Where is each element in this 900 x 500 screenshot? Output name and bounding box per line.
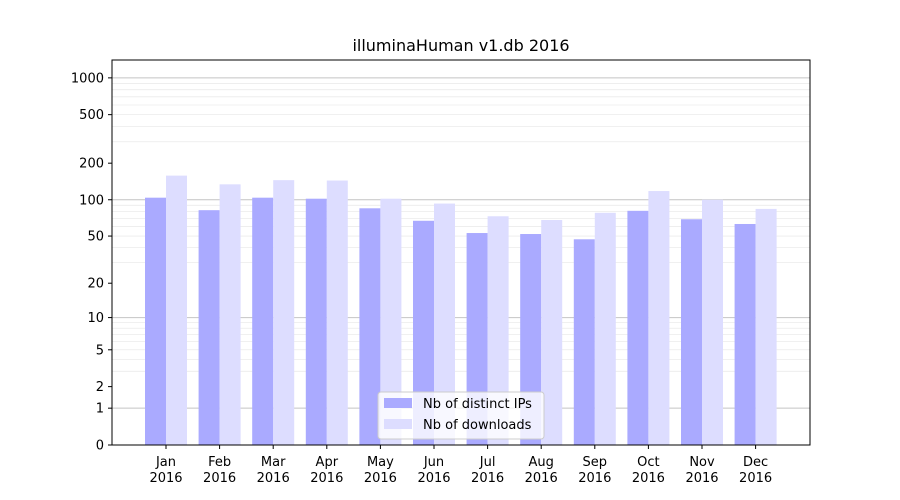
legend-swatch-downloads	[384, 419, 412, 429]
x-tick-label: Feb 2016	[203, 455, 236, 486]
y-tick-label: 5	[96, 343, 104, 358]
bar-distinct-ips-1	[145, 197, 166, 445]
bar-downloads-8	[541, 219, 563, 445]
bar-distinct-ips-2	[198, 210, 220, 445]
bar-distinct-ips-3	[252, 197, 274, 445]
bar-downloads-12	[755, 208, 777, 445]
x-tick-label: Sep 2016	[578, 455, 611, 486]
y-tick-label: 200	[79, 157, 104, 172]
bar-distinct-ips-9	[573, 239, 595, 445]
y-tick-label: 2	[96, 380, 104, 395]
bar-downloads-6	[434, 203, 455, 445]
chart-title: illuminaHuman v1.db 2016	[352, 36, 569, 55]
x-tick-label: Jul 2016	[471, 455, 504, 486]
plot-frame	[111, 59, 811, 446]
x-axis: Jan 2016 Feb 2016 Mar 2016 Apr 2016 May 2016 Jun 20…	[149, 445, 772, 486]
x-tick-label: May 2016	[364, 455, 397, 486]
x-tick-label: Aug 2016	[525, 455, 558, 486]
bar-downloads-7	[487, 216, 509, 445]
bar-distinct-ips-4	[305, 198, 327, 445]
legend-swatch-distinct-ips	[384, 398, 412, 408]
bar-downloads-10	[648, 191, 670, 445]
x-tick-label: Jan 2016	[149, 455, 182, 486]
bar-distinct-ips-6	[413, 220, 434, 445]
bar-downloads-11	[702, 199, 723, 445]
y-tick-label: 50	[87, 230, 104, 245]
bar-distinct-ips-10	[627, 210, 649, 445]
legend-label-downloads: Nb of downloads	[423, 418, 532, 433]
y-tick-label: 100	[79, 193, 104, 208]
bar-downloads-4	[326, 180, 348, 445]
x-tick-label: Dec 2016	[739, 455, 772, 486]
y-axis: 0 1 2 5 10 20 50 100 200 500 1000	[71, 71, 112, 454]
bar-downloads-1	[166, 175, 187, 445]
y-tick-label: 0	[96, 439, 104, 454]
y-tick-label: 1	[96, 402, 104, 417]
x-tick-label: Nov 2016	[685, 455, 718, 486]
bar-downloads-9	[594, 212, 616, 445]
legend-box	[377, 391, 545, 440]
bar-distinct-ips-11	[681, 219, 702, 445]
bar-distinct-ips-12	[734, 223, 756, 445]
legend-label-distinct-ips: Nb of distinct IPs	[423, 397, 532, 412]
bar-downloads-3	[273, 180, 295, 446]
x-tick-label: Mar 2016	[257, 455, 290, 486]
y-tick-label: 500	[79, 108, 104, 123]
bar-distinct-ips-5	[359, 208, 381, 445]
bar-downloads-5	[380, 198, 402, 445]
x-tick-label: Jun 2016	[417, 455, 450, 486]
x-tick-label: Apr 2016	[310, 455, 343, 486]
y-tick-label: 20	[87, 277, 104, 292]
y-tick-label: 1000	[71, 71, 104, 86]
y-tick-label: 10	[87, 311, 104, 326]
x-tick-label: Oct 2016	[632, 455, 665, 486]
legend: Nb of distinct IPs Nb of downloads	[377, 391, 545, 440]
bar-downloads-2	[219, 184, 241, 445]
